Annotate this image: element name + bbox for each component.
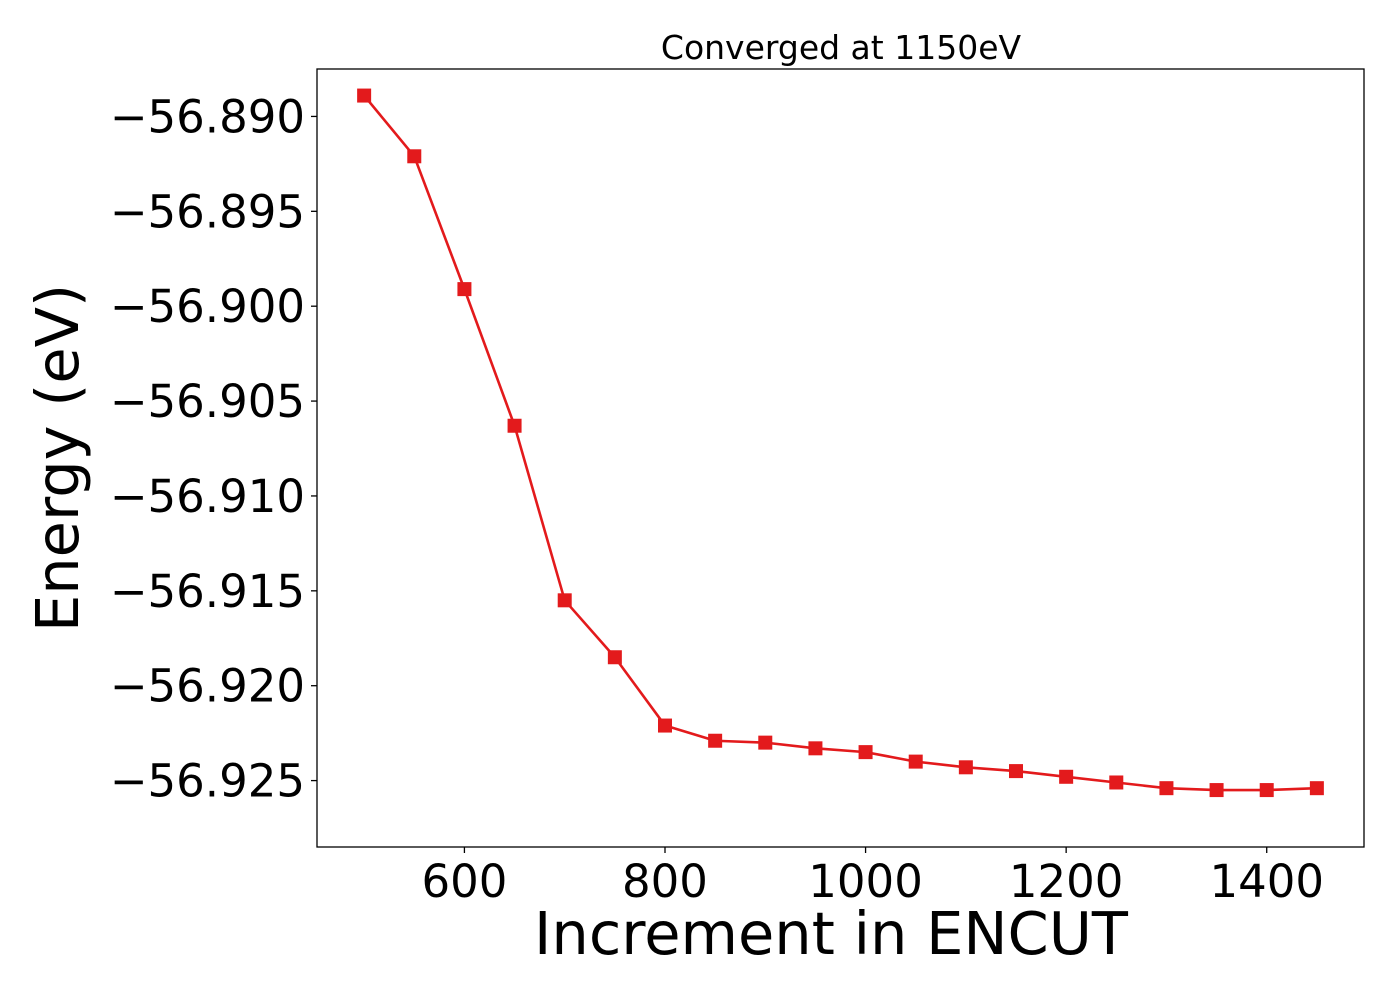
y-tick-label: −56.895 (110, 185, 305, 238)
y-axis-ticks: −56.890 −56.895 −56.900 −56.905 −56.910 −56.9… (110, 90, 317, 808)
x-tick-label: 800 (622, 855, 708, 908)
data-point-marker (1259, 783, 1274, 798)
data-point-marker (557, 593, 572, 608)
data-point-marker (457, 282, 472, 297)
y-tick-label: −56.890 (110, 90, 305, 143)
y-tick-label: −56.925 (110, 755, 305, 808)
data-point-marker (958, 760, 973, 775)
data-point-marker (708, 733, 723, 748)
data-point-marker (808, 741, 823, 756)
data-point-marker (507, 418, 522, 433)
y-tick-label: −56.900 (110, 280, 305, 333)
series-line (363, 94, 1317, 792)
x-tick-label: 600 (421, 855, 507, 908)
data-point-marker (758, 735, 773, 750)
x-axis-ticks: 600 800 1000 1200 1400 (421, 847, 1324, 908)
x-tick-label: 1000 (808, 855, 923, 908)
x-tick-label: 1400 (1209, 855, 1324, 908)
data-point-marker (1309, 781, 1324, 796)
data-point-marker (607, 650, 622, 665)
plot-area (316, 68, 1365, 848)
y-axis-label: Energy (eV) (23, 284, 92, 632)
data-point-marker (908, 754, 923, 769)
x-axis-label: Increment in ENCUT (534, 899, 1129, 968)
data-point-marker (1159, 781, 1174, 796)
y-tick-label: −56.910 (110, 470, 305, 523)
y-tick-label: −56.915 (110, 565, 305, 618)
data-point-marker (1059, 769, 1074, 784)
data-point-marker (1109, 775, 1124, 790)
y-tick-label: −56.920 (110, 660, 305, 713)
chart-title: Converged at 1150eV (661, 28, 1022, 67)
data-point-marker (1009, 764, 1024, 779)
data-point-marker (407, 149, 422, 164)
x-tick-label: 1200 (1009, 855, 1124, 908)
data-point-marker (1209, 783, 1224, 798)
y-tick-label: −56.905 (110, 375, 305, 428)
data-point-marker (858, 745, 873, 760)
plot-frame (316, 68, 1365, 848)
data-point-marker (657, 718, 672, 733)
data-point-marker (357, 88, 372, 103)
